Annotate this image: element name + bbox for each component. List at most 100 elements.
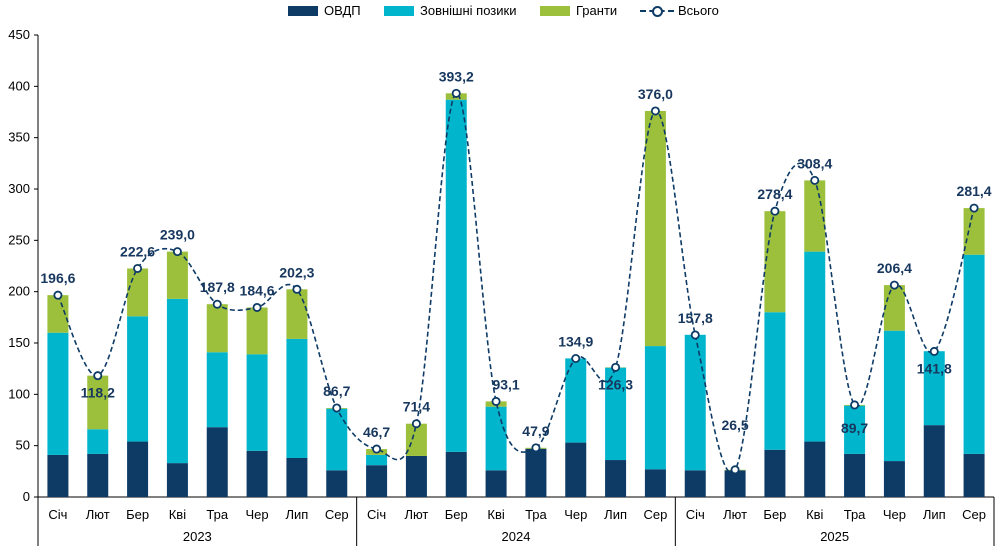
y-tick-label: 50 xyxy=(16,438,30,453)
bar-grants xyxy=(206,304,228,353)
bar-external xyxy=(47,332,69,455)
bar-grants xyxy=(166,251,188,299)
x-tick-label: Лют xyxy=(404,507,428,522)
total-data-label: 278,4 xyxy=(757,186,792,202)
total-data-label: 47,9 xyxy=(522,423,549,439)
x-tick-label: Сер xyxy=(962,507,986,522)
bar-external xyxy=(87,429,109,454)
x-tick-label: Лип xyxy=(604,507,627,522)
total-point xyxy=(730,465,740,475)
total-point xyxy=(212,299,222,309)
total-data-label: 376,0 xyxy=(638,86,673,102)
bar-external xyxy=(366,454,388,466)
bar-external xyxy=(127,316,149,442)
legend-item-total: Всього xyxy=(640,3,719,18)
bar-external xyxy=(804,251,826,442)
total-data-label: 187,8 xyxy=(200,279,235,295)
x-tick-label: Тра xyxy=(844,507,866,522)
total-point xyxy=(133,263,143,273)
year-label: 2023 xyxy=(183,529,212,544)
x-tick-label: Січ xyxy=(367,507,386,522)
y-tick-label: 150 xyxy=(8,335,30,350)
legend-label-grants: Гранти xyxy=(576,3,618,18)
chart-legend: ОВДП Зовнішні позики Гранти Всього xyxy=(0,0,1003,22)
bar-ovdp xyxy=(326,470,348,497)
total-point xyxy=(690,330,700,340)
bar-external xyxy=(206,352,228,428)
x-tick-label: Січ xyxy=(48,507,67,522)
y-tick-label: 0 xyxy=(23,489,30,504)
bar-ovdp xyxy=(844,453,866,497)
bar-grants xyxy=(405,423,427,456)
bar-external xyxy=(684,334,706,471)
total-data-label: 239,0 xyxy=(160,227,195,243)
total-line xyxy=(57,92,975,474)
total-data-label: 86,7 xyxy=(323,383,350,399)
legend-swatch-total xyxy=(640,5,674,17)
bar-grants xyxy=(883,285,905,331)
bar-external xyxy=(644,346,666,470)
bar-ovdp xyxy=(923,425,945,497)
bar-external xyxy=(923,351,945,426)
bar-ovdp xyxy=(724,470,746,497)
x-tick-label: Тра xyxy=(206,507,228,522)
total-point xyxy=(93,371,103,381)
legend-label-total: Всього xyxy=(678,3,719,18)
bar-ovdp xyxy=(166,463,188,497)
total-point xyxy=(770,206,780,216)
bar-external xyxy=(764,312,786,450)
total-point xyxy=(571,354,581,364)
y-tick-label: 300 xyxy=(8,181,30,196)
bar-grants xyxy=(87,375,109,430)
bar-external xyxy=(485,406,507,471)
total-data-label: 141,8 xyxy=(917,360,952,376)
x-tick-label: Кві xyxy=(806,507,823,522)
x-tick-label: Бер xyxy=(445,507,468,522)
total-point xyxy=(929,346,939,356)
bar-ovdp xyxy=(804,441,826,497)
legend-label-ovdp: ОВДП xyxy=(324,3,361,18)
total-point xyxy=(451,88,461,98)
total-data-label: 134,9 xyxy=(558,334,593,350)
legend-item-grants: Гранти xyxy=(540,3,617,18)
total-data-label: 71,4 xyxy=(403,399,430,415)
total-point xyxy=(53,290,63,300)
bar-ovdp xyxy=(883,461,905,497)
bar-grants xyxy=(47,295,69,333)
x-tick-label: Лип xyxy=(285,507,308,522)
y-tick-label: 100 xyxy=(8,386,30,401)
x-tick-label: Бер xyxy=(763,507,786,522)
bar-external xyxy=(286,338,308,458)
x-tick-label: Кві xyxy=(487,507,504,522)
total-point xyxy=(531,443,541,453)
total-point xyxy=(252,302,262,312)
x-tick-label: Сер xyxy=(643,507,667,522)
total-point xyxy=(611,362,621,372)
y-tick-label: 200 xyxy=(8,284,30,299)
total-point xyxy=(889,280,899,290)
bar-ovdp xyxy=(87,453,109,497)
year-label: 2025 xyxy=(820,529,849,544)
x-tick-label: Чер xyxy=(564,507,587,522)
x-tick-label: Тра xyxy=(525,507,547,522)
bar-ovdp xyxy=(47,454,69,497)
bar-ovdp xyxy=(644,469,666,497)
bar-external xyxy=(883,330,905,462)
total-point xyxy=(292,284,302,294)
total-data-label: 126,3 xyxy=(598,376,633,392)
total-data-label: 46,7 xyxy=(363,424,390,440)
x-tick-label: Чер xyxy=(246,507,269,522)
total-data-label: 202,3 xyxy=(279,264,314,280)
bar-ovdp xyxy=(963,453,985,497)
bar-ovdp xyxy=(525,448,547,497)
total-data-label: 206,4 xyxy=(877,260,912,276)
x-tick-label: Сер xyxy=(325,507,349,522)
total-point xyxy=(850,400,860,410)
bar-external xyxy=(445,99,467,452)
total-point xyxy=(172,247,182,257)
x-tick-label: Лют xyxy=(86,507,110,522)
bar-external xyxy=(246,354,268,451)
bar-ovdp xyxy=(206,427,228,497)
bar-grants xyxy=(644,110,666,347)
